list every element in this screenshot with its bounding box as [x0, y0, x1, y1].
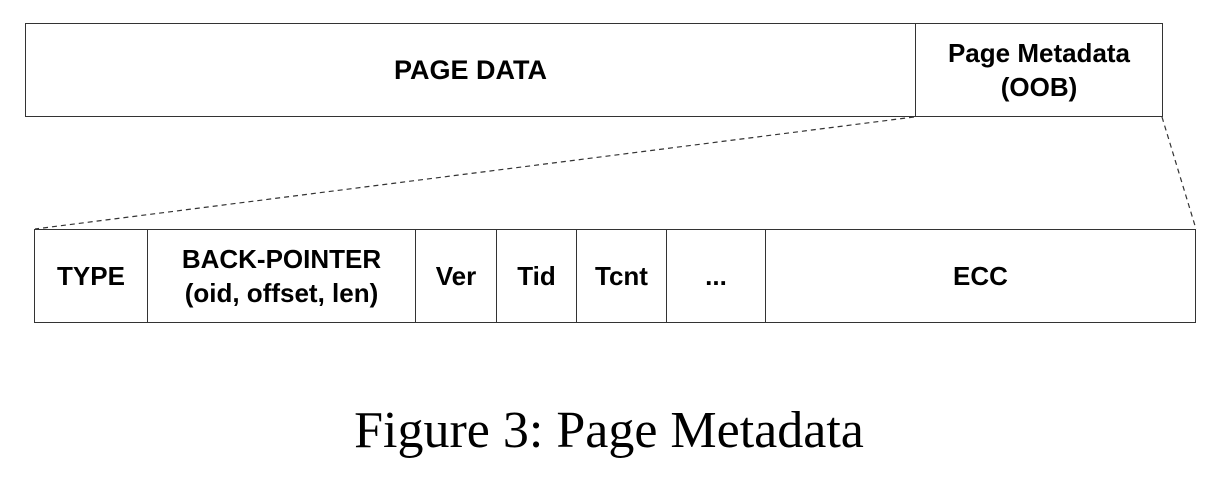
- metadata-fields-bar: TYPE BACK-POINTER (oid, offset, len) Ver…: [34, 229, 1196, 323]
- field-ellipsis-label: ...: [705, 261, 727, 291]
- page-data-label: PAGE DATA: [394, 55, 547, 85]
- left-connector-line: [34, 116, 915, 230]
- page-data-segment: PAGE DATA: [26, 24, 915, 116]
- field-ellipsis: ...: [666, 230, 765, 322]
- field-type: TYPE: [35, 230, 147, 322]
- field-back-pointer: BACK-POINTER (oid, offset, len): [147, 230, 415, 322]
- page-layout-bar: PAGE DATA Page Metadata (OOB): [25, 23, 1163, 117]
- figure-caption: Figure 3: Page Metadata: [354, 402, 864, 459]
- oob-label: (OOB): [1000, 72, 1078, 102]
- field-ver-label: Ver: [435, 261, 477, 291]
- field-type-label: TYPE: [57, 261, 125, 291]
- page-metadata-oob-segment: Page Metadata (OOB): [915, 24, 1162, 116]
- field-ver: Ver: [415, 230, 496, 322]
- field-ecc: ECC: [765, 230, 1195, 322]
- field-tid-label: Tid: [517, 261, 556, 291]
- field-tcnt-label: Tcnt: [595, 261, 648, 291]
- field-tid: Tid: [496, 230, 576, 322]
- field-back-pointer-label: BACK-POINTER: [181, 244, 382, 274]
- field-ecc-label: ECC: [953, 261, 1008, 291]
- field-back-pointer-params: (oid, offset, len): [184, 278, 379, 308]
- page-metadata-label: Page Metadata: [947, 38, 1131, 68]
- field-tcnt: Tcnt: [576, 230, 666, 322]
- right-connector-line: [1161, 116, 1197, 230]
